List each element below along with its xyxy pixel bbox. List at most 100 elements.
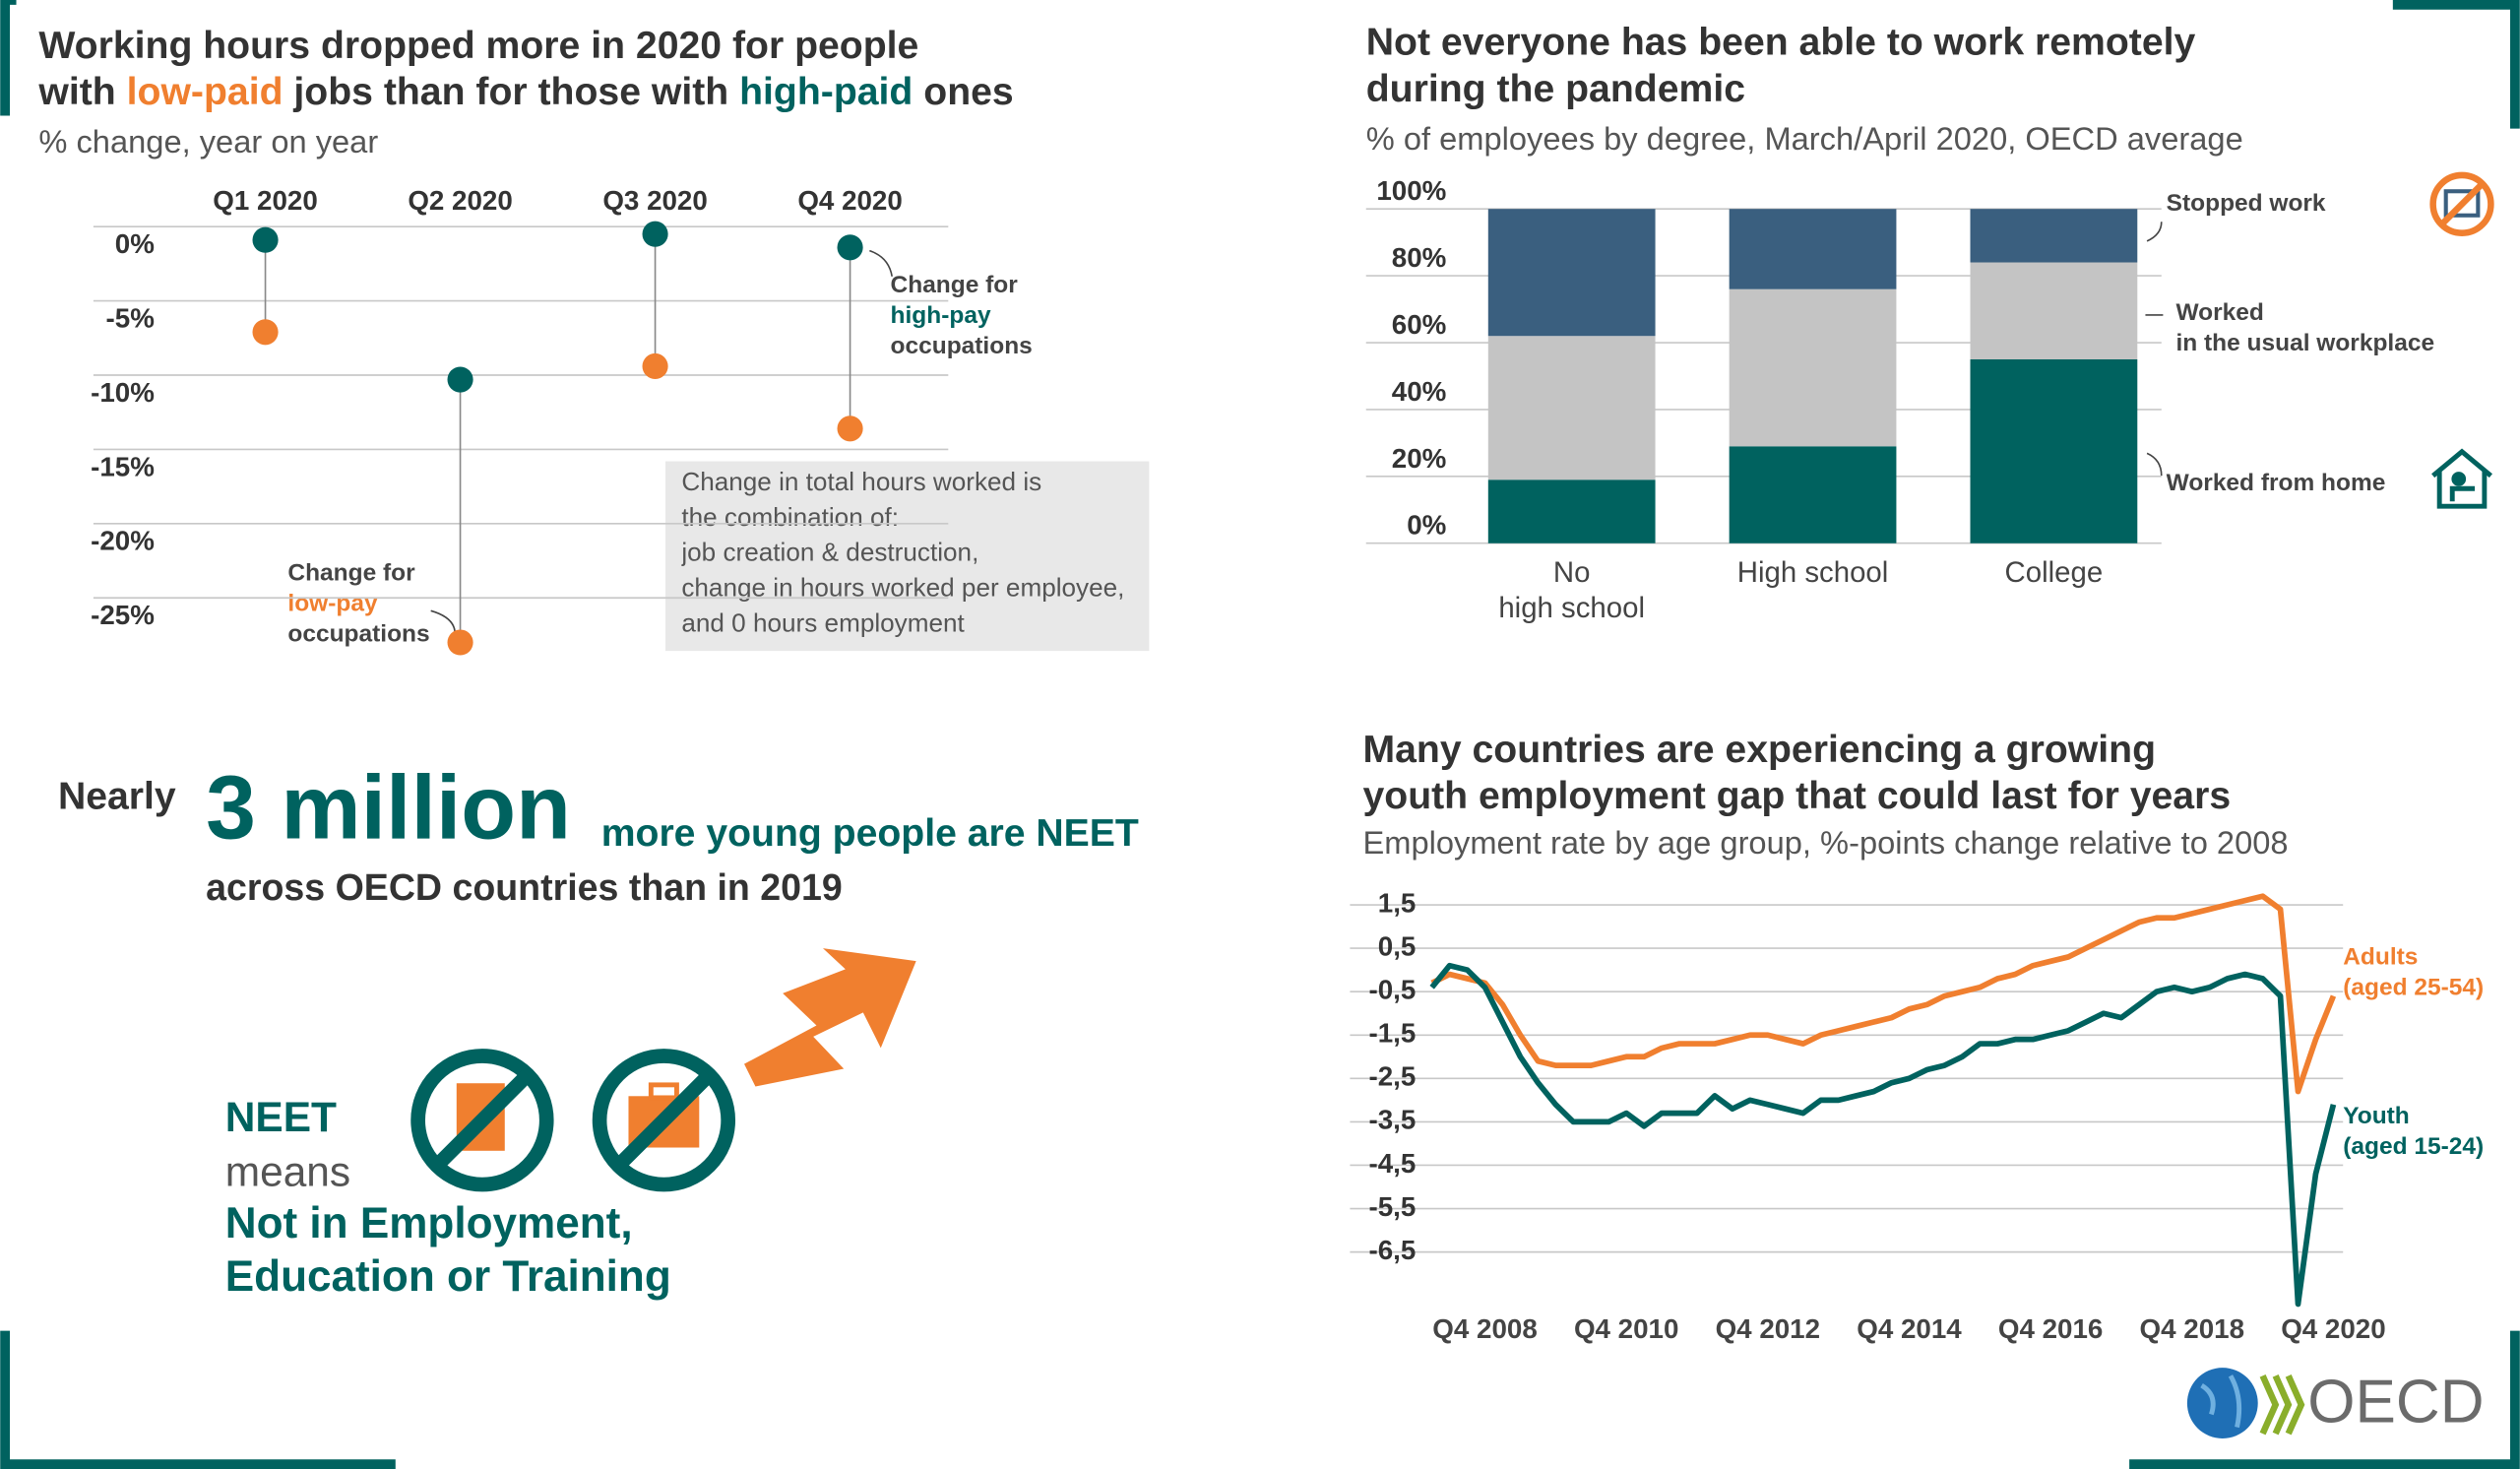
chart-title: Many countries are experiencing a growin… <box>1362 728 2232 818</box>
title-line: Working hours dropped more in 2020 for p… <box>38 24 919 68</box>
callout-line: across OECD countries than in 2019 <box>206 866 843 908</box>
subtitle-box: % of employees by degree, March/April 20… <box>1365 122 2243 158</box>
dot <box>837 234 863 261</box>
work-icon <box>592 1049 736 1192</box>
y-tick-label: -25% <box>91 600 155 630</box>
dot <box>642 221 668 247</box>
note-box <box>665 461 1150 652</box>
legend-label: Youth (aged 15-24) <box>2343 1102 2485 1161</box>
y-tick-label: -4,5 <box>1369 1148 1417 1179</box>
y-tick-label: 40% <box>1392 376 1447 407</box>
bar-segment <box>1487 209 1656 337</box>
legend-label: Worked from home <box>2166 469 2386 497</box>
annotation-line: high-pay <box>890 301 991 330</box>
pointer <box>869 249 893 277</box>
stopped-icon <box>2429 171 2494 236</box>
pointer <box>430 609 456 632</box>
y-tick-label: 0,5 <box>1378 930 1417 961</box>
x-tick-label: Q2 2020 <box>408 185 512 216</box>
dot <box>447 629 473 656</box>
y-tick-label: -15% <box>91 451 155 481</box>
y-tick-label: 100% <box>1376 175 1446 206</box>
y-tick-label: -0,5 <box>1369 975 1417 1005</box>
bar-segment <box>1970 262 2138 360</box>
title-highlight: low-paid <box>126 70 284 114</box>
x-tick-label-holder: No high school <box>1498 556 1645 624</box>
neet-term: NEET <box>225 1094 337 1140</box>
logo: OECD <box>2186 1368 2485 1438</box>
note-holder: Change in total hours worked is the comb… <box>681 470 1124 638</box>
definition-box: Not in Employment, Education or Training <box>225 1199 671 1301</box>
annotation-box: Change for high-pay occupations <box>891 270 1100 361</box>
legend-label: Worked in the usual workplace <box>2175 298 2435 357</box>
x-tick-label: College <box>2004 555 2104 589</box>
bar-segment <box>1729 446 1897 543</box>
callout-lead: Nearly <box>58 776 176 818</box>
y-tick-label: 0% <box>1407 510 1446 541</box>
x-tick-label: High school <box>1736 555 1889 589</box>
legend-label: Adults (aged 25-54) <box>2343 943 2485 1001</box>
legend-label: Stopped work <box>2166 189 2326 218</box>
corner <box>2129 1330 2520 1469</box>
x-tick-label: Q4 2010 <box>1574 1313 1678 1344</box>
y-tick-label: -3,5 <box>1369 1105 1417 1135</box>
chart-subtitle: % change, year on year <box>38 125 379 161</box>
x-tick-label: Q4 2020 <box>2281 1313 2385 1344</box>
x-tick-label: Q4 2018 <box>2140 1313 2244 1344</box>
callout-figure: 3 million <box>206 758 571 859</box>
annotation: Change for high-pay occupations <box>891 270 1100 361</box>
x-tick-label: Q1 2020 <box>213 185 317 216</box>
home-icon <box>2431 448 2492 509</box>
legend-label-holder: Worked in the usual workplace <box>2175 298 2435 357</box>
y-tick-label: 80% <box>1392 242 1447 273</box>
corner <box>0 0 17 116</box>
callout-rest: more young people are NEET <box>601 812 1139 855</box>
x-tick-label-holder: College <box>2004 555 2104 589</box>
y-tick-label: -10% <box>91 377 155 408</box>
x-tick-label-holder: High school <box>1736 555 1889 589</box>
y-tick-label: -6,5 <box>1369 1235 1417 1265</box>
annotation-line: occupations <box>890 332 1033 360</box>
bar-segment <box>1970 209 2138 263</box>
dot <box>252 226 279 253</box>
chart-subtitle: % of employees by degree, March/April 20… <box>1365 122 2243 158</box>
logo-text: OECD <box>2307 1369 2484 1437</box>
subtitle-box: % change, year on year <box>38 125 379 161</box>
x-tick-label: Q3 2020 <box>602 185 707 216</box>
y-tick-label: -2,5 <box>1369 1061 1417 1092</box>
title-part: with <box>38 70 116 114</box>
y-tick-label: -1,5 <box>1369 1018 1417 1049</box>
title-box: Many countries are experiencing a growin… <box>1362 728 2232 818</box>
corner <box>0 1330 396 1469</box>
y-tick-label: 60% <box>1392 309 1447 340</box>
legend-label-holder: Worked from home <box>2166 469 2386 497</box>
legend-label-holder: Adults (aged 25-54) <box>2343 943 2485 1001</box>
chart-title: Not everyone has been able to work remot… <box>1365 21 2196 111</box>
chart-title: Working hours dropped more in 2020 for p… <box>38 23 1195 116</box>
bar-segment <box>1970 359 2138 543</box>
y-tick-label: 20% <box>1392 443 1447 474</box>
bar-segment <box>1729 288 1897 447</box>
bar-segment <box>1729 209 1897 289</box>
y-tick-label: -20% <box>91 526 155 556</box>
legend-label-holder: Stopped work <box>2166 189 2326 218</box>
annotation-line: low-pay <box>287 590 378 617</box>
dot <box>642 352 668 380</box>
pointer <box>2146 222 2163 242</box>
y-tick-label: -5% <box>106 302 155 333</box>
dot <box>447 366 473 393</box>
rising-arrow <box>744 948 916 1087</box>
line <box>1430 893 2337 1095</box>
annotation-line: Change for <box>287 559 415 587</box>
dot <box>837 415 863 442</box>
bar-segment <box>1487 479 1656 543</box>
neet-means: means <box>225 1148 350 1194</box>
education-icon <box>410 1049 554 1192</box>
subtitle-box: Employment rate by age group, %-points c… <box>1362 826 2288 862</box>
pointer <box>2146 452 2163 477</box>
title-line: with low-paid jobs than for those with h… <box>38 69 1195 115</box>
annotation-line: Change for <box>890 271 1018 299</box>
x-tick-label: Q4 2012 <box>1716 1313 1820 1344</box>
